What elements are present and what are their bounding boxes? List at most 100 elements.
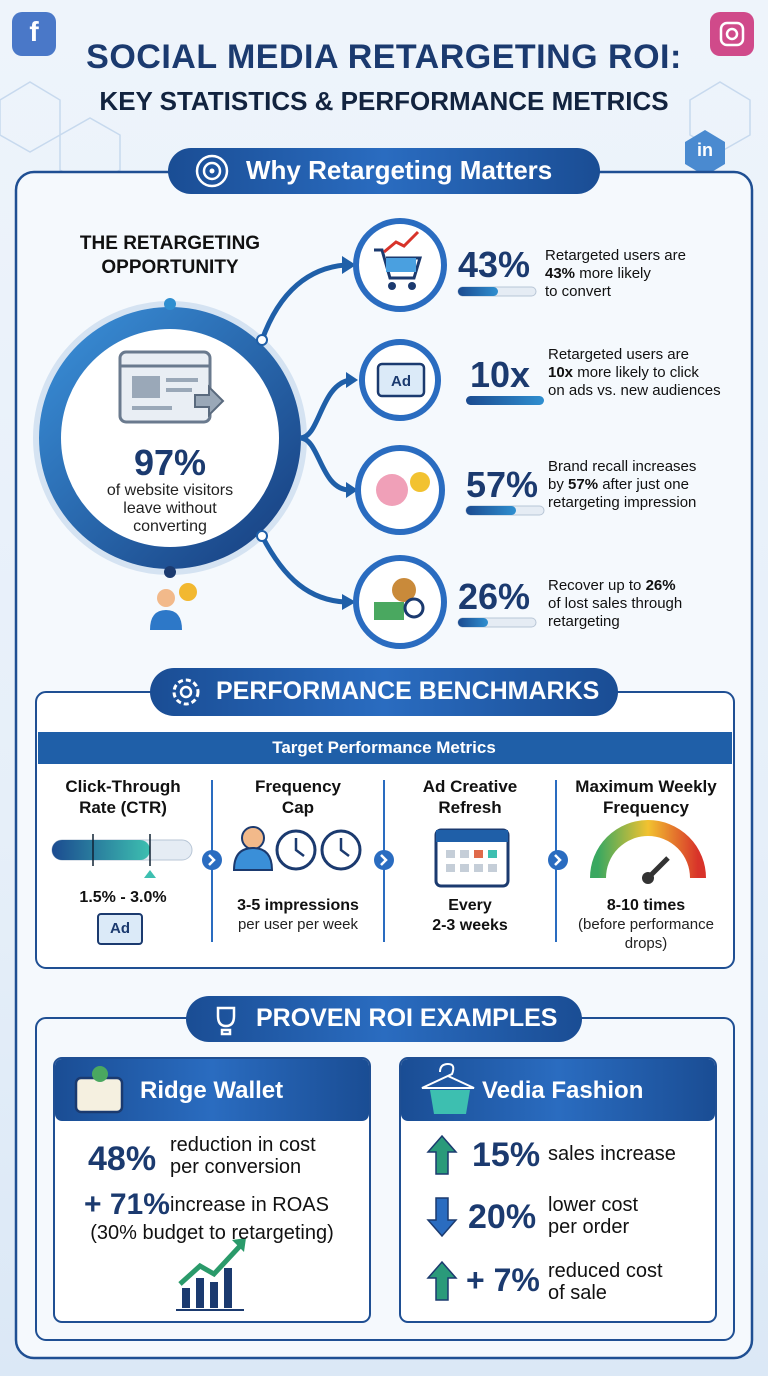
metric-note: (before performance drops) (578, 915, 714, 953)
metric-value: 1.5% - 3.0% (79, 889, 167, 906)
instagram-icon (710, 12, 754, 56)
linkedin-icon (685, 130, 725, 176)
text-line: Click-Through (65, 777, 181, 796)
person-icon (150, 583, 197, 630)
text-line: (before performance (578, 916, 714, 933)
case-name: Vedia Fashion (482, 1077, 644, 1104)
text-line: lower cost (548, 1194, 639, 1216)
text: 10x (548, 364, 574, 381)
case-card (53, 1057, 371, 1323)
opportunity-title: THE RETARGETING OPPORTUNITY (80, 232, 260, 280)
hero-caption: of website visitors leave without conver… (107, 482, 233, 536)
benchmarks-subheader (38, 732, 732, 764)
text: more likely (575, 265, 651, 282)
section-heading: Why Retargeting Matters (246, 155, 553, 185)
subtitle: KEY STATISTICS & PERFORMANCE METRICS (99, 86, 669, 116)
text-line: Maximum Weekly (575, 777, 717, 796)
stat-text: Retargeted users are 10x more likely to … (548, 346, 721, 400)
text-line: Every (448, 897, 492, 914)
case-name: Ridge Wallet (140, 1077, 284, 1104)
case-note: (30% budget to retargeting) (90, 1222, 334, 1244)
case-text: increase in ROAS (170, 1194, 329, 1216)
text-line: Refresh (438, 798, 502, 817)
case-value: + 71% (84, 1188, 170, 1221)
text-line: Rate (CTR) (79, 798, 167, 817)
stat-value: 57% (466, 464, 539, 505)
stat-text: Retargeted users are 43% more likely to … (545, 247, 686, 301)
metric-value: 8-10 times (606, 897, 686, 914)
text-line: of website visitors (106, 482, 234, 499)
benchmarks-pill (150, 668, 618, 716)
text-line: Frequency (603, 798, 689, 817)
text-line: per order (548, 1216, 630, 1238)
text: more likely to click (573, 364, 699, 381)
stat-text: Recover up to 26% of lost sales through … (548, 577, 682, 631)
text-line: THE RETARGETING (79, 233, 261, 254)
text-line: Cap (281, 798, 315, 817)
text-line: Frequency (255, 777, 341, 796)
connector-arrows (259, 262, 351, 605)
ad-icon-label: Ad (110, 920, 130, 937)
text-line: per conversion (170, 1156, 302, 1178)
case-card (399, 1057, 717, 1323)
why-pill (168, 148, 600, 194)
gauge-icon (590, 820, 706, 879)
case-value: 20% (468, 1198, 537, 1236)
text: on ads vs. new audiences (548, 382, 721, 399)
metric-title: Maximum Weekly Frequency (575, 776, 716, 818)
text: 43% (545, 265, 576, 282)
text: 57% (568, 476, 599, 493)
text-line: OPPORTUNITY (101, 257, 239, 278)
case-text: lower cost per order (548, 1194, 638, 1238)
subheading: Target Performance Metrics (272, 738, 496, 757)
hex-pattern (0, 81, 751, 188)
text: of lost sales through (548, 595, 683, 612)
text-line: Ad Creative (422, 777, 518, 796)
metric-title: Click-Through Rate (CTR) (65, 776, 180, 818)
arrow-up (426, 1260, 458, 1301)
text: retargeting (548, 613, 620, 630)
hero-value: 97% (133, 442, 207, 483)
text-line: reduced cost (548, 1260, 663, 1282)
text: Brand recall increases (548, 458, 697, 475)
metric-title: Frequency Cap (255, 776, 341, 818)
text-line: leave without (123, 500, 217, 517)
stat-text: Brand recall increases by 57% after just… (548, 458, 696, 512)
text: to convert (545, 283, 611, 300)
text: after just one (598, 476, 689, 493)
metric-note: per user per week (237, 916, 359, 933)
roi-pill (186, 996, 582, 1042)
text-line: drops) (624, 935, 668, 952)
case-text: reduced cost of sale (548, 1260, 663, 1304)
case-text: sales increase (548, 1143, 676, 1165)
text: Recover up to (548, 577, 646, 594)
text: by (548, 476, 569, 493)
arrow-up (426, 1134, 458, 1175)
metric-title: Ad Creative Refresh (423, 776, 517, 818)
hero-ring (39, 307, 301, 569)
growth-icon (176, 1238, 246, 1311)
section-heading: PERFORMANCE BENCHMARKS (216, 677, 600, 705)
linkedin-label: in (697, 140, 713, 160)
browser-icon (118, 350, 225, 424)
text-line: reduction in cost (170, 1134, 316, 1156)
stat-circles (353, 218, 447, 649)
metric-value: Every 2-3 weeks (432, 896, 508, 936)
ad-icon-label: Ad (391, 373, 411, 390)
stat-value: 26% (458, 576, 531, 617)
text-line: converting (133, 518, 207, 535)
text-line: 2-3 weeks (432, 917, 508, 934)
section-heading: PROVEN ROI EXAMPLES (256, 1004, 558, 1032)
case-text: reduction in cost per conversion (170, 1134, 316, 1178)
text-line: of sale (548, 1282, 607, 1304)
case-value: 15% (472, 1136, 541, 1174)
text: Retargeted users are (548, 346, 689, 363)
case-value: 48% (88, 1140, 157, 1178)
title: SOCIAL MEDIA RETARGETING ROI: (86, 38, 682, 76)
stat-value: 43% (458, 244, 531, 285)
arrow-down (426, 1197, 458, 1238)
stat-progress-bars (457, 286, 545, 628)
